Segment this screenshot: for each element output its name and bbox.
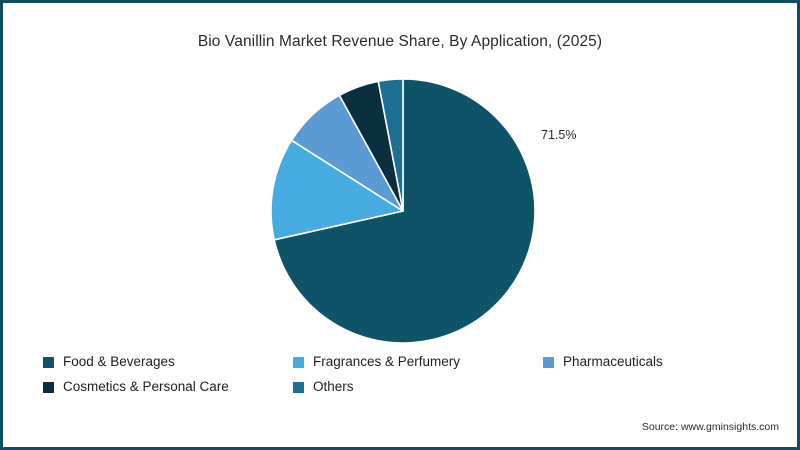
legend-label: Cosmetics & Personal Care xyxy=(63,379,229,394)
legend-label: Pharmaceuticals xyxy=(563,354,663,369)
legend-row: Cosmetics & Personal Care Others xyxy=(43,380,743,394)
chart-legend: Food & Beverages Fragrances & Perfumery … xyxy=(43,355,743,405)
legend-item-food-beverages[interactable]: Food & Beverages xyxy=(43,355,293,369)
legend-label: Others xyxy=(313,379,354,394)
pie-slice-group xyxy=(270,78,536,344)
legend-swatch-icon xyxy=(293,381,304,393)
legend-swatch-icon xyxy=(43,356,54,368)
pie-slice[interactable] xyxy=(270,139,404,241)
legend-swatch-icon xyxy=(43,381,54,393)
pie-slice-label-food-beverages: 71.5% xyxy=(541,128,577,142)
legend-swatch-icon xyxy=(293,356,304,368)
legend-label: Fragrances & Perfumery xyxy=(313,354,461,369)
legend-swatch-icon xyxy=(543,356,554,368)
legend-item-fragrances-perfumery[interactable]: Fragrances & Perfumery xyxy=(293,355,543,369)
source-attribution: Source: www.gminsights.com xyxy=(641,421,779,433)
legend-item-others[interactable]: Others xyxy=(293,380,543,394)
legend-item-pharmaceuticals[interactable]: Pharmaceuticals xyxy=(543,355,743,369)
chart-title: Bio Vanillin Market Revenue Share, By Ap… xyxy=(197,33,603,50)
pie-slice[interactable] xyxy=(273,78,536,344)
pie-slice[interactable] xyxy=(377,78,404,212)
legend-item-cosmetics-personal-care[interactable]: Cosmetics & Personal Care xyxy=(43,380,293,394)
legend-label: Food & Beverages xyxy=(63,354,175,369)
pie-chart-svg xyxy=(270,78,536,344)
legend-row: Food & Beverages Fragrances & Perfumery … xyxy=(43,355,743,369)
pie-chart xyxy=(270,78,536,344)
